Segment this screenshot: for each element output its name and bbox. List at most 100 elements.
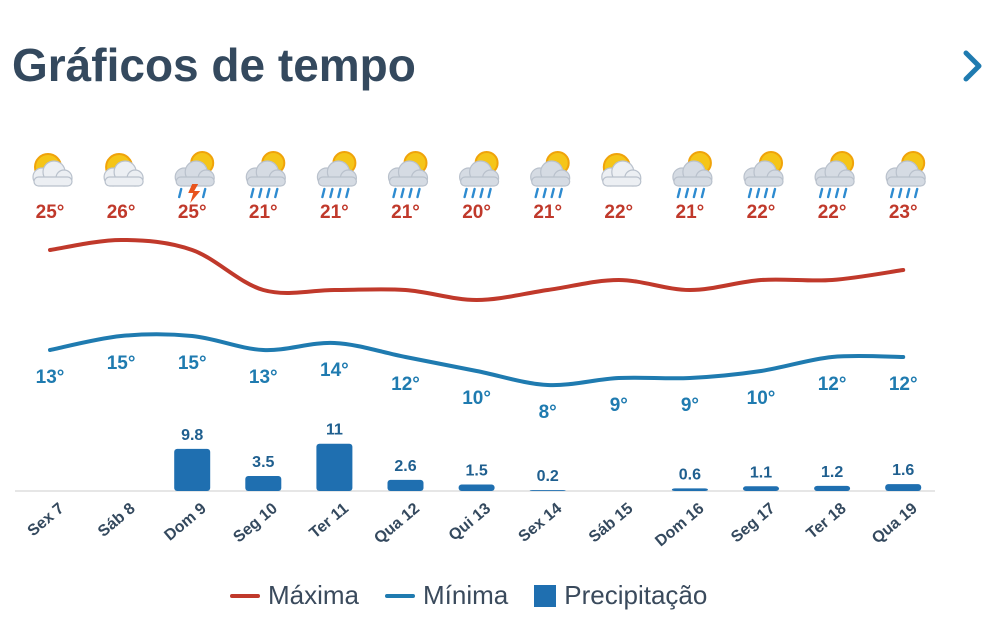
rain-drop bbox=[763, 187, 769, 199]
rain-drop bbox=[392, 187, 397, 199]
rain-drop bbox=[747, 187, 753, 199]
cloud-shape bbox=[743, 160, 784, 187]
x-tick-label: Qua 19 bbox=[869, 500, 921, 547]
cloud-shape bbox=[814, 160, 855, 187]
cloud-shape bbox=[316, 160, 357, 187]
legend-precip-label: Precipitação bbox=[564, 580, 708, 610]
cloud-shape bbox=[885, 160, 926, 187]
rain-drop bbox=[826, 187, 832, 199]
precip-label: 1.5 bbox=[465, 463, 487, 480]
rain-drop bbox=[258, 187, 263, 199]
legend-precip[interactable]: Precipitação bbox=[534, 580, 707, 611]
precip-label: 11 bbox=[326, 422, 343, 439]
min-temp-label: 15° bbox=[107, 353, 136, 374]
next-button[interactable] bbox=[955, 46, 991, 86]
min-temp-label: 14° bbox=[320, 360, 349, 381]
rain-drop bbox=[818, 187, 824, 199]
rain-drop bbox=[416, 187, 421, 199]
rain-drop bbox=[542, 187, 547, 199]
legend: Máxima Mínima Precipitação bbox=[230, 580, 707, 611]
max-temp-line bbox=[48, 237, 906, 303]
precip-label: 0.6 bbox=[679, 466, 701, 483]
rain-drop bbox=[692, 187, 698, 199]
rain-drop bbox=[914, 187, 919, 199]
rain-drop bbox=[906, 187, 911, 199]
rain-drop bbox=[471, 187, 476, 199]
precip-bar bbox=[814, 485, 851, 491]
rain-icon bbox=[459, 151, 500, 199]
precip-label: 1.1 bbox=[750, 464, 772, 481]
rain-drop bbox=[834, 187, 840, 199]
precip-label: 1.2 bbox=[821, 464, 843, 481]
lightning-bolt bbox=[188, 184, 201, 203]
x-tick-label: Sex 7 bbox=[25, 500, 68, 540]
min-temp-label: 13° bbox=[36, 367, 65, 388]
max-temp-label: 22° bbox=[818, 202, 847, 223]
thunderstorm-icon bbox=[174, 151, 215, 203]
max-temp-label: 21° bbox=[249, 202, 278, 223]
rain-icon bbox=[245, 151, 286, 199]
x-tick-label: Qui 13 bbox=[446, 500, 494, 545]
legend-max[interactable]: Máxima bbox=[230, 580, 359, 611]
precip-label: 0.2 bbox=[537, 468, 559, 485]
rain-drop bbox=[177, 187, 183, 199]
precip-bar bbox=[387, 479, 424, 491]
rain-drop bbox=[700, 187, 706, 199]
legend-min-swatch bbox=[385, 593, 416, 598]
rain-drop bbox=[463, 187, 468, 199]
x-tick-label: Sáb 8 bbox=[95, 500, 139, 541]
max-temp-label: 21° bbox=[533, 202, 562, 223]
max-temp-label: 25° bbox=[178, 202, 207, 223]
precip-bar bbox=[743, 486, 779, 491]
max-temp-label: 25° bbox=[36, 202, 65, 223]
chevron-right-icon bbox=[963, 50, 982, 82]
precip-label: 9.8 bbox=[181, 427, 203, 444]
rain-drop bbox=[771, 187, 777, 199]
min-temp-label: 15° bbox=[178, 353, 207, 374]
sun-cloud-icon bbox=[32, 153, 73, 187]
precip-bar bbox=[458, 484, 495, 491]
legend-min-label: Mínima bbox=[423, 580, 509, 610]
min-temp-line bbox=[48, 332, 906, 388]
min-temp-label: 10° bbox=[747, 388, 776, 409]
rain-drop bbox=[534, 187, 539, 199]
cloud-shape bbox=[245, 160, 286, 187]
min-temp-label: 12° bbox=[818, 374, 847, 395]
rain-drop bbox=[684, 187, 690, 199]
rain-drop bbox=[345, 187, 350, 199]
rain-drop bbox=[337, 187, 342, 199]
sun-cloud-icon bbox=[103, 153, 144, 187]
rain-icon bbox=[885, 151, 926, 199]
max-temp-label: 21° bbox=[676, 202, 705, 223]
precip-label: 1.6 bbox=[892, 462, 914, 479]
rain-icon bbox=[530, 151, 571, 199]
precip-label: 2.6 bbox=[394, 458, 416, 475]
sun-cloud-icon bbox=[601, 153, 642, 187]
min-temp-label: 10° bbox=[462, 388, 491, 409]
rain-icon bbox=[814, 151, 855, 199]
rain-drop bbox=[487, 187, 492, 199]
x-tick-label: Sex 14 bbox=[515, 500, 565, 546]
precip-bar bbox=[316, 443, 353, 491]
precip-bar bbox=[529, 490, 566, 491]
rain-drop bbox=[550, 187, 555, 199]
x-tick-label: Sáb 15 bbox=[586, 500, 637, 546]
legend-min[interactable]: Mínima bbox=[385, 580, 508, 611]
cloud-shape bbox=[459, 160, 500, 187]
rain-drop bbox=[400, 187, 405, 199]
x-tick-label: Dom 16 bbox=[652, 500, 707, 550]
min-temp-label: 8° bbox=[539, 402, 557, 423]
rain-drop bbox=[274, 187, 279, 199]
page-title: Gráficos de tempo bbox=[12, 39, 416, 91]
max-temp-label: 21° bbox=[391, 202, 420, 223]
cloud-shape bbox=[103, 160, 144, 187]
max-temp-label: 23° bbox=[889, 202, 918, 223]
x-tick-label: Seg 17 bbox=[728, 500, 779, 546]
min-temp-label: 13° bbox=[249, 367, 278, 388]
cloud-shape bbox=[601, 160, 642, 187]
precip-label: 3.5 bbox=[252, 454, 274, 471]
legend-precip-swatch bbox=[534, 584, 557, 607]
rain-drop bbox=[479, 187, 484, 199]
legend-max-swatch bbox=[230, 593, 260, 598]
